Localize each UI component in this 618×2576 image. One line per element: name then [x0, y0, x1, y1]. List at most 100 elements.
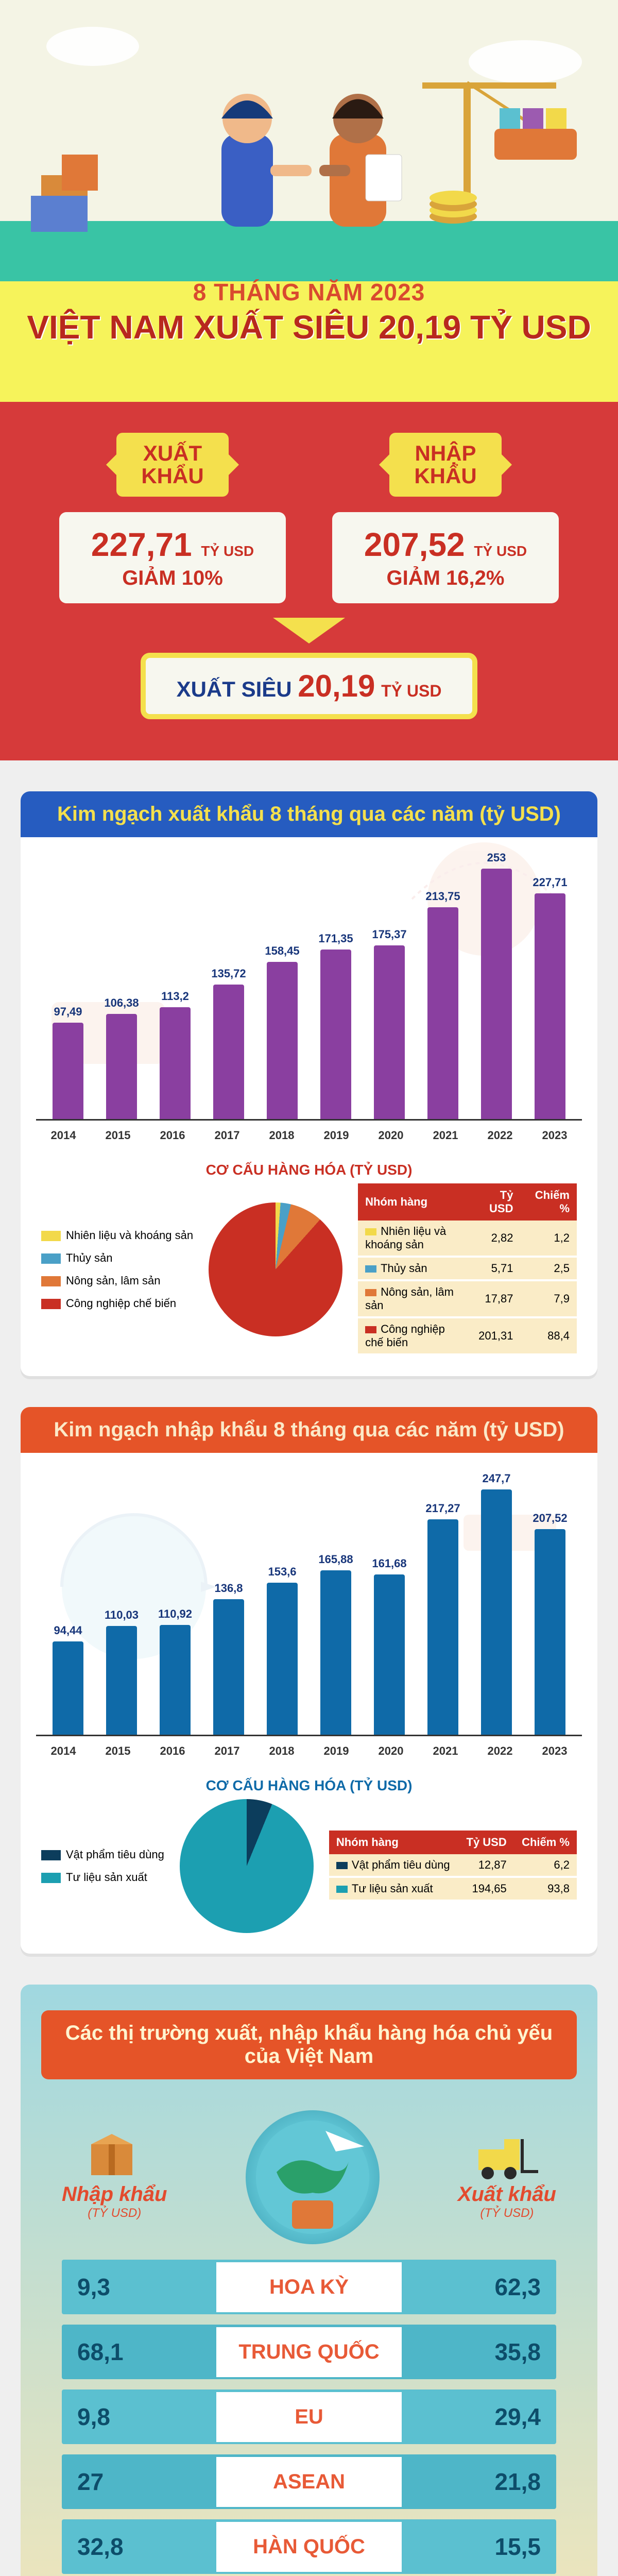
bar-value-label: 165,88 — [318, 1553, 353, 1566]
bar-value-label: 227,71 — [533, 876, 567, 889]
bar-rect — [213, 1599, 244, 1735]
import-card: Kim ngạch nhập khẩu 8 tháng qua các năm … — [21, 1407, 597, 1954]
table-cell: Vật phẩm tiêu dùng — [329, 1854, 459, 1877]
bar-x-label: 2020 — [370, 1129, 411, 1142]
legend-label: Vật phẩm tiêu dùng — [66, 1848, 164, 1861]
table-cell: 2,82 — [468, 1221, 520, 1257]
table-header: Tỷ USD — [458, 1831, 513, 1854]
export-struct-pie — [209, 1202, 342, 1336]
bar-rect — [427, 1519, 458, 1735]
bar-col: 94,44 — [47, 1624, 89, 1735]
bar-x-label: 2016 — [152, 1744, 193, 1758]
bar-value-label: 110,03 — [105, 1608, 139, 1622]
table-cell: 7,9 — [520, 1280, 577, 1317]
bar-col: 153,6 — [262, 1565, 303, 1735]
table-header: Tỷ USD — [468, 1183, 520, 1221]
markets-title: Các thị trường xuất, nhập khẩu hàng hóa … — [41, 2010, 577, 2079]
bar-value-label: 135,72 — [211, 967, 246, 980]
legend-label: Nông sản, lâm sản — [66, 1274, 160, 1287]
legend-item: Thủy sản — [41, 1247, 193, 1269]
market-export-value: 35,8 — [402, 2325, 556, 2379]
bar-rect — [427, 907, 458, 1119]
bar-x-label: 2022 — [479, 1129, 521, 1142]
bar-x-label: 2017 — [207, 1129, 248, 1142]
legend-swatch — [41, 1299, 61, 1309]
market-import-value: 32,8 — [62, 2519, 216, 2574]
bar-col: 161,68 — [369, 1557, 410, 1735]
bar-rect — [481, 1489, 512, 1735]
import-value: 207,52 — [364, 526, 465, 563]
market-row: 27ASEAN21,8 — [62, 2454, 556, 2509]
bar-col: 106,38 — [101, 996, 142, 1120]
bar-value-label: 97,49 — [54, 1005, 82, 1019]
bar-value-label: 161,68 — [372, 1557, 406, 1570]
table-cell: Tư liệu sản xuất — [329, 1877, 459, 1901]
forklift-icon — [473, 2134, 540, 2180]
table-row: Nông sản, lâm sản17,877,9 — [358, 1280, 577, 1317]
bar-x-label: 2019 — [316, 1744, 357, 1758]
bar-col: 253 — [476, 851, 517, 1120]
markets-rows: 9,3HOA KỲ62,368,1TRUNG QUỐC35,89,8EU29,4… — [41, 2260, 577, 2576]
table-cell: Công nghiệp chế biến — [358, 1317, 468, 1354]
legend-swatch — [41, 1850, 61, 1860]
table-cell: Thủy sản — [358, 1257, 468, 1280]
bar-x-label: 2020 — [370, 1744, 411, 1758]
table-cell: 88,4 — [520, 1317, 577, 1354]
bar-rect — [374, 945, 405, 1119]
market-row: 9,8EU29,4 — [62, 2389, 556, 2444]
table-cell: 17,87 — [468, 1280, 520, 1317]
bar-rect — [535, 893, 565, 1119]
market-country: TRUNG QUỐC — [216, 2327, 402, 2377]
summary-export: XUẤT KHẨU 227,71 TỶ USD GIẢM 10% — [59, 433, 286, 603]
globe-icon — [246, 2110, 380, 2244]
bar-x-label: 2023 — [534, 1129, 575, 1142]
bar-col: 97,49 — [47, 1005, 89, 1119]
bar-rect — [320, 1570, 351, 1735]
bar-value-label: 213,75 — [425, 890, 460, 903]
bar-col: 110,92 — [154, 1607, 196, 1735]
market-export-value: 21,8 — [402, 2454, 556, 2509]
table-header: Chiếm % — [520, 1183, 577, 1221]
legend-item: Công nghiệp chế biến — [41, 1292, 193, 1315]
bar-rect — [106, 1014, 137, 1120]
import-struct-title: CƠ CẤU HÀNG HÓA (TỶ USD) — [21, 1777, 597, 1794]
bar-rect — [106, 1626, 137, 1735]
bar-x-label: 2019 — [316, 1129, 357, 1142]
table-header: Chiếm % — [514, 1831, 577, 1854]
summary-import: NHẬP KHẨU 207,52 TỶ USD GIẢM 16,2% — [332, 433, 559, 603]
market-country: ASEAN — [216, 2457, 402, 2507]
bar-col: 227,71 — [529, 876, 571, 1119]
bar-col: 158,45 — [262, 944, 303, 1119]
bar-value-label: 136,8 — [214, 1582, 243, 1595]
export-chart-title: Kim ngạch xuất khẩu 8 tháng qua các năm … — [21, 791, 597, 837]
market-country: HÀN QUỐC — [216, 2522, 402, 2572]
legend-item: Tư liệu sản xuất — [41, 1866, 164, 1889]
bar-value-label: 247,7 — [482, 1472, 510, 1485]
legend-item: Nhiên liệu và khoáng sản — [41, 1224, 193, 1247]
funnel-icon — [273, 618, 345, 643]
export-ribbon: XUẤT KHẨU — [116, 433, 228, 497]
export-bar-chart: 97,49106,38113,2135,72158,45171,35175,37… — [36, 853, 582, 1121]
bar-col: 171,35 — [315, 932, 356, 1120]
surplus-label: XUẤT SIÊU — [177, 677, 292, 701]
table-row: Công nghiệp chế biến201,3188,4 — [358, 1317, 577, 1354]
table-cell: 93,8 — [514, 1877, 577, 1901]
import-struct-legend: Vật phẩm tiêu dùng Tư liệu sản xuất — [41, 1843, 164, 1889]
bar-x-label: 2018 — [261, 1744, 302, 1758]
bar-col: 207,52 — [529, 1512, 571, 1735]
legend-swatch — [41, 1253, 61, 1264]
bar-rect — [53, 1641, 83, 1735]
summary-panel: XUẤT KHẨU 227,71 TỶ USD GIẢM 10% NHẬP KH… — [0, 402, 618, 760]
bar-col: 247,7 — [476, 1472, 517, 1735]
market-export-value: 29,4 — [402, 2389, 556, 2444]
legend-label: Công nghiệp chế biến — [66, 1297, 176, 1310]
bar-x-label: 2016 — [152, 1129, 193, 1142]
bar-rect — [374, 1574, 405, 1735]
export-struct-legend: Nhiên liệu và khoáng sảnThủy sản Nông sản… — [41, 1224, 193, 1315]
bar-col: 136,8 — [208, 1582, 249, 1735]
market-import-value: 27 — [62, 2454, 216, 2509]
markets-panel: Các thị trường xuất, nhập khẩu hàng hóa … — [21, 1985, 597, 2576]
bar-value-label: 153,6 — [268, 1565, 296, 1579]
table-cell: Nông sản, lâm sản — [358, 1280, 468, 1317]
bar-value-label: 253 — [487, 851, 506, 865]
